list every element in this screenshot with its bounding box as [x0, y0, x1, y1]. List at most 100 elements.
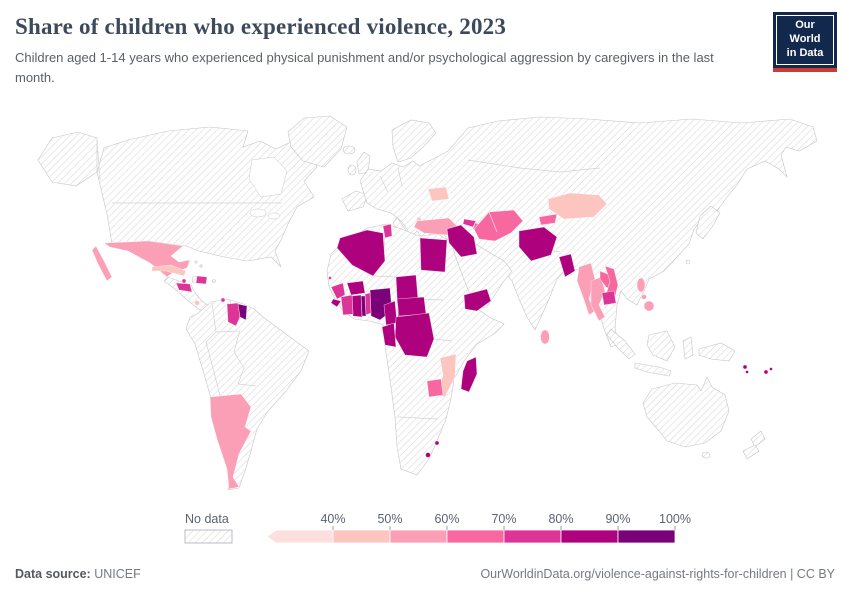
landmass-tasmania: [701, 451, 711, 459]
data-source-label: Data source:: [15, 567, 91, 581]
country-jamaica[interactable]: [181, 278, 187, 284]
legend-color-bar: 40% 50% 60% 70% 80% 90% 100%: [266, 512, 691, 544]
country-fiji[interactable]: [763, 369, 769, 375]
legend-bin-50-60[interactable]: [389, 529, 448, 544]
chart-footer: Data source: UNICEF OurWorldinData.org/v…: [15, 567, 835, 581]
country-honduras[interactable]: [175, 282, 193, 293]
owid-logo-text: Our World in Data: [776, 15, 834, 66]
country-afghanistan[interactable]: [518, 226, 558, 262]
landmass-greenland: [287, 115, 348, 168]
landmass-japan: [695, 205, 721, 240]
country-guyana[interactable]: [226, 302, 241, 327]
country-cote-divoire[interactable]: [340, 294, 354, 316]
landmass-java: [634, 362, 672, 377]
country-egypt[interactable]: [419, 237, 448, 273]
page-title: Share of children who experienced violen…: [15, 14, 507, 39]
landmass-sulawesi: [682, 336, 694, 360]
landmass-australia: [642, 376, 730, 448]
great-lake: [249, 208, 267, 218]
legend-tick-label: 90%: [605, 512, 630, 526]
country-philippines[interactable]: [636, 277, 646, 293]
hudson-bay: [248, 156, 288, 198]
legend-bin-lt40[interactable]: [266, 529, 334, 544]
legend-tick-label: 50%: [377, 512, 402, 526]
no-data-swatch[interactable]: [184, 529, 233, 544]
legend-tick-label: 100%: [659, 512, 691, 526]
country-argentina[interactable]: [209, 393, 252, 490]
country-central-african-republic[interactable]: [396, 296, 427, 317]
landmass-bahamas: [199, 264, 203, 268]
chart-subtitle: Children aged 1-14 years who experienced…: [15, 50, 714, 85]
country-cambodia[interactable]: [601, 290, 617, 306]
owid-logo-line1: Our World: [789, 19, 821, 45]
country-gabon-congo[interactable]: [381, 322, 397, 348]
country-lesotho[interactable]: [425, 452, 431, 458]
owid-logo[interactable]: Our World in Data: [773, 12, 837, 73]
data-source: Data source: UNICEF: [15, 567, 141, 581]
legend-tick-label: 40%: [320, 512, 345, 526]
country-bangladesh[interactable]: [558, 253, 576, 278]
no-data-label: No data: [185, 512, 229, 526]
country-philippines[interactable]: [641, 294, 647, 300]
country-tunisia[interactable]: [382, 223, 393, 239]
legend-bin-80-90[interactable]: [560, 529, 619, 544]
country-trinidad-and-tobago[interactable]: [220, 297, 226, 303]
country-belarus[interactable]: [427, 186, 450, 202]
country-cuba[interactable]: [151, 264, 187, 277]
country-iraq-syria[interactable]: [446, 224, 478, 258]
country-sri-lanka[interactable]: [540, 329, 550, 345]
landmass-new-zealand: [750, 430, 766, 448]
country-burkina-faso[interactable]: [346, 280, 366, 296]
world-choropleth-map: [0, 112, 850, 510]
country-gambia[interactable]: [328, 276, 332, 280]
country-mongolia[interactable]: [547, 192, 608, 220]
country-philippines[interactable]: [643, 300, 655, 312]
country-zimbabwe[interactable]: [426, 378, 444, 398]
landmass-sumatra: [606, 328, 636, 360]
landmass-south-america: [185, 298, 310, 491]
landmass-alaska: [37, 131, 98, 187]
landmass-iberia: [341, 190, 369, 212]
country-sierra-leone[interactable]: [330, 298, 342, 308]
landmass-bahamas: [194, 260, 198, 264]
legend-tick-label: 80%: [548, 512, 573, 526]
landmass-iceland: [342, 145, 356, 155]
country-turkmenistan-uzbekistan[interactable]: [473, 209, 524, 242]
country-kyrgyzstan[interactable]: [538, 213, 558, 226]
legend-bin-40-50[interactable]: [332, 529, 391, 544]
landmass-new-guinea: [698, 342, 736, 362]
country-vanuatu[interactable]: [742, 364, 748, 370]
legend-bin-70-80[interactable]: [503, 529, 562, 544]
landmass-new-zealand: [742, 444, 760, 460]
country-algeria[interactable]: [336, 229, 386, 277]
landmass-britain: [356, 151, 371, 175]
legend-tick-label: 70%: [491, 512, 516, 526]
landmass-scandinavia: [391, 119, 437, 163]
legend-bin-90-100[interactable]: [617, 529, 676, 544]
country-cameroon[interactable]: [383, 300, 398, 326]
country-fiji[interactable]: [769, 367, 773, 371]
country-guinea[interactable]: [330, 282, 346, 300]
country-vanuatu[interactable]: [745, 370, 749, 374]
country-eswatini[interactable]: [434, 440, 440, 446]
country-mexico-baja[interactable]: [91, 245, 113, 282]
landmass-ireland: [347, 164, 357, 176]
owid-logo-line2: in Data: [786, 46, 824, 59]
map-legend: No data 40% 50% 60% 70% 80% 90% 100%: [184, 511, 700, 547]
legend-tick-label: 60%: [434, 512, 459, 526]
owid-url-link[interactable]: OurWorldinData.org/violence-against-righ…: [480, 567, 835, 581]
country-costa-rica[interactable]: [194, 300, 200, 306]
data-source-value: UNICEF: [94, 567, 141, 581]
country-ghana[interactable]: [351, 294, 363, 318]
country-inner-border: [488, 211, 498, 233]
country-madagascar[interactable]: [460, 356, 478, 393]
country-yemen[interactable]: [463, 288, 492, 312]
landmass-borneo: [646, 330, 676, 362]
no-data-legend[interactable]: No data: [184, 511, 246, 547]
country-dominican-republic[interactable]: [195, 275, 208, 285]
country-georgia[interactable]: [462, 218, 477, 228]
map-svg: [0, 112, 850, 510]
country-suriname[interactable]: [237, 303, 248, 321]
landmass-taiwan: [685, 259, 691, 265]
legend-bin-60-70[interactable]: [446, 529, 505, 544]
